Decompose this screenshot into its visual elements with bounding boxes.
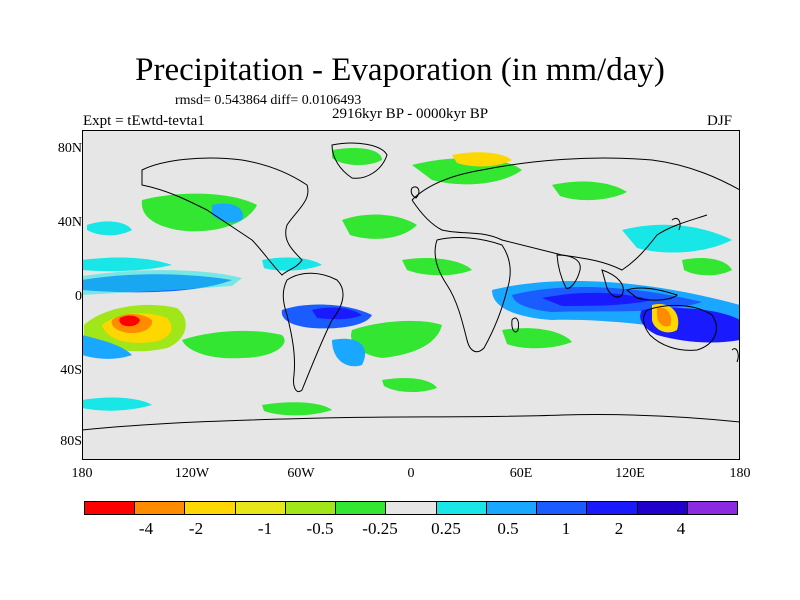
map-svg	[81, 130, 741, 460]
lon-label: 60E	[509, 466, 533, 481]
colorbar-label: -1	[257, 519, 273, 538]
map-panel	[81, 130, 741, 460]
colorbar-label: -0.5	[306, 519, 334, 538]
experiment-label: Expt = tEwtd-tevta1	[83, 113, 205, 129]
colorbar-swatch	[85, 502, 136, 514]
colorbar	[84, 501, 738, 515]
colorbar-swatch	[537, 502, 588, 514]
stats-line: rmsd= 0.543864 diff= 0.0106493	[175, 93, 362, 108]
lon-label: 180	[71, 466, 93, 481]
colorbar-swatch	[637, 502, 688, 514]
colorbar-swatch	[386, 502, 437, 514]
pe-field	[82, 148, 740, 416]
map-title: Precipitation - Evaporation (in mm/day)	[135, 52, 665, 88]
colorbar-label: -4	[138, 519, 154, 538]
colorbar-swatch	[285, 502, 337, 514]
period-label: 2916kyr BP - 0000kyr BP	[331, 106, 489, 122]
map-frame	[82, 130, 740, 460]
colorbar-swatch	[587, 502, 638, 514]
colorbar-swatch	[135, 502, 186, 514]
lon-label: 120W	[174, 466, 210, 481]
lat-label: 40S	[60, 363, 82, 378]
colorbar-label: 4	[676, 519, 686, 538]
lon-label: 60W	[287, 466, 315, 481]
lon-label: 180	[729, 466, 751, 481]
lat-label: 80N	[57, 141, 82, 156]
colorbar-swatch	[336, 502, 387, 514]
colorbar-swatch	[185, 502, 236, 514]
colorbar-swatch	[436, 502, 487, 514]
colorbar-swatch	[687, 502, 738, 514]
lat-label: 40N	[57, 215, 82, 230]
lat-label: 0	[75, 289, 82, 304]
lon-label: 120E	[615, 466, 645, 481]
colorbar-label: 0.25	[431, 519, 461, 538]
colorbar-label: 1	[561, 519, 571, 538]
lat-label: 80S	[60, 434, 82, 449]
colorbar-label: 0.5	[497, 519, 519, 538]
lon-label: 0	[407, 466, 415, 481]
colorbar-label: 2	[614, 519, 624, 538]
colorbar-label: -0.25	[362, 519, 398, 538]
coastlines	[81, 142, 741, 431]
colorbar-label: -2	[188, 519, 204, 538]
season-label: DJF	[707, 113, 733, 129]
colorbar-swatch	[486, 502, 538, 514]
colorbar-swatch	[235, 502, 286, 514]
